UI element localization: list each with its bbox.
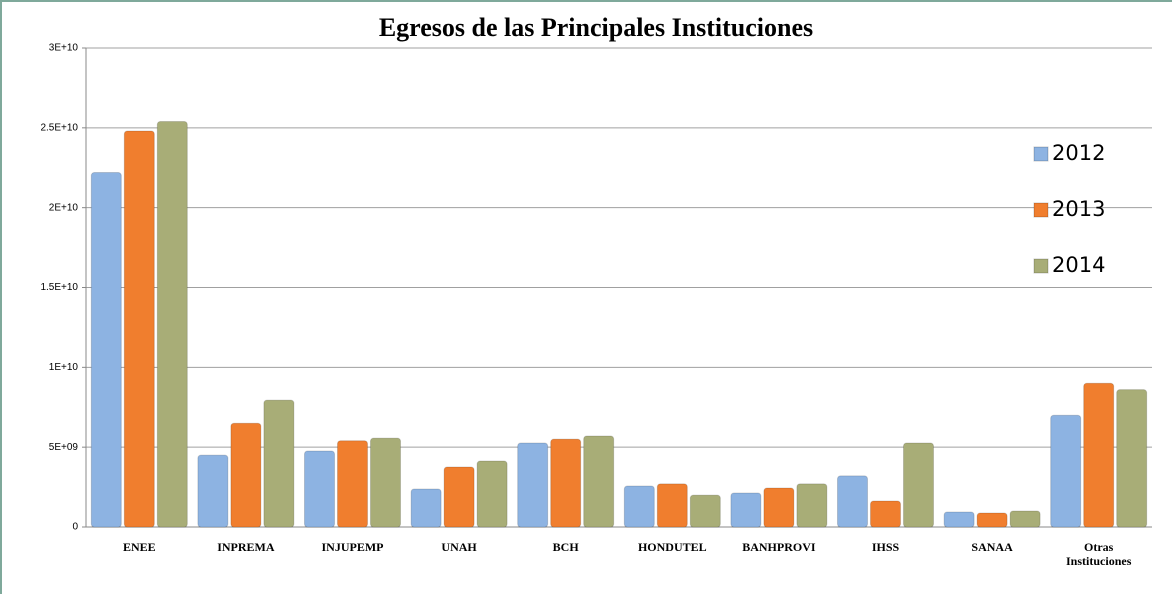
bar xyxy=(410,488,442,528)
bar xyxy=(1083,382,1115,528)
bar xyxy=(623,485,655,528)
y-tick-label: 3E+10 xyxy=(49,43,79,54)
legend-swatch xyxy=(1033,258,1049,274)
legend-swatch xyxy=(1033,202,1049,218)
legend-label: 2014 xyxy=(1052,253,1105,277)
x-tick-label: HONDUTEL xyxy=(637,540,707,554)
chart-title: Egresos de las Principales Instituciones xyxy=(379,13,813,42)
bar xyxy=(197,454,229,528)
bar xyxy=(763,487,795,528)
bar xyxy=(304,450,335,528)
bar xyxy=(337,440,368,528)
bar xyxy=(156,120,188,528)
bar xyxy=(517,442,549,528)
y-tick-label: 2E+10 xyxy=(49,202,79,213)
bar xyxy=(656,483,688,528)
bar xyxy=(263,399,295,528)
legend-swatch xyxy=(1033,146,1049,162)
bar xyxy=(870,500,901,528)
x-tick-label: IHSS xyxy=(871,540,900,554)
x-tick-label: UNAH xyxy=(441,540,477,554)
x-tick-label: Otras Instituciones xyxy=(1066,540,1132,568)
bar xyxy=(1009,510,1041,528)
bar xyxy=(370,437,401,528)
x-tick-label: ENEE xyxy=(122,540,156,554)
x-tick-label: SANAA xyxy=(971,540,1013,554)
bar xyxy=(1116,389,1148,528)
bar xyxy=(943,511,975,528)
bar xyxy=(689,494,721,528)
bar xyxy=(90,172,122,528)
bar xyxy=(443,466,475,528)
bar xyxy=(976,512,1008,528)
bar xyxy=(903,442,934,528)
x-tick-label: BCH xyxy=(552,540,579,554)
bar xyxy=(230,422,262,528)
bar xyxy=(1050,414,1082,528)
bar xyxy=(476,460,508,528)
legend-label: 2013 xyxy=(1052,197,1105,221)
legend-label: 2012 xyxy=(1052,141,1105,165)
bar xyxy=(730,492,762,528)
bar xyxy=(837,475,868,528)
bar xyxy=(796,483,828,528)
x-tick-label: BANHPROVI xyxy=(742,540,816,554)
bar xyxy=(123,130,155,528)
bar xyxy=(583,435,615,528)
y-tick-label: 2.5E+10 xyxy=(40,122,78,133)
bar xyxy=(550,438,582,528)
x-tick-label: INPREMA xyxy=(217,540,275,554)
y-tick-label: 1.5E+10 xyxy=(40,282,78,293)
y-tick-label: 0 xyxy=(72,522,78,533)
y-tick-label: 5E+09 xyxy=(49,442,79,453)
x-tick-label: INJUPEMP xyxy=(321,540,384,554)
y-tick-label: 1E+10 xyxy=(49,362,79,373)
